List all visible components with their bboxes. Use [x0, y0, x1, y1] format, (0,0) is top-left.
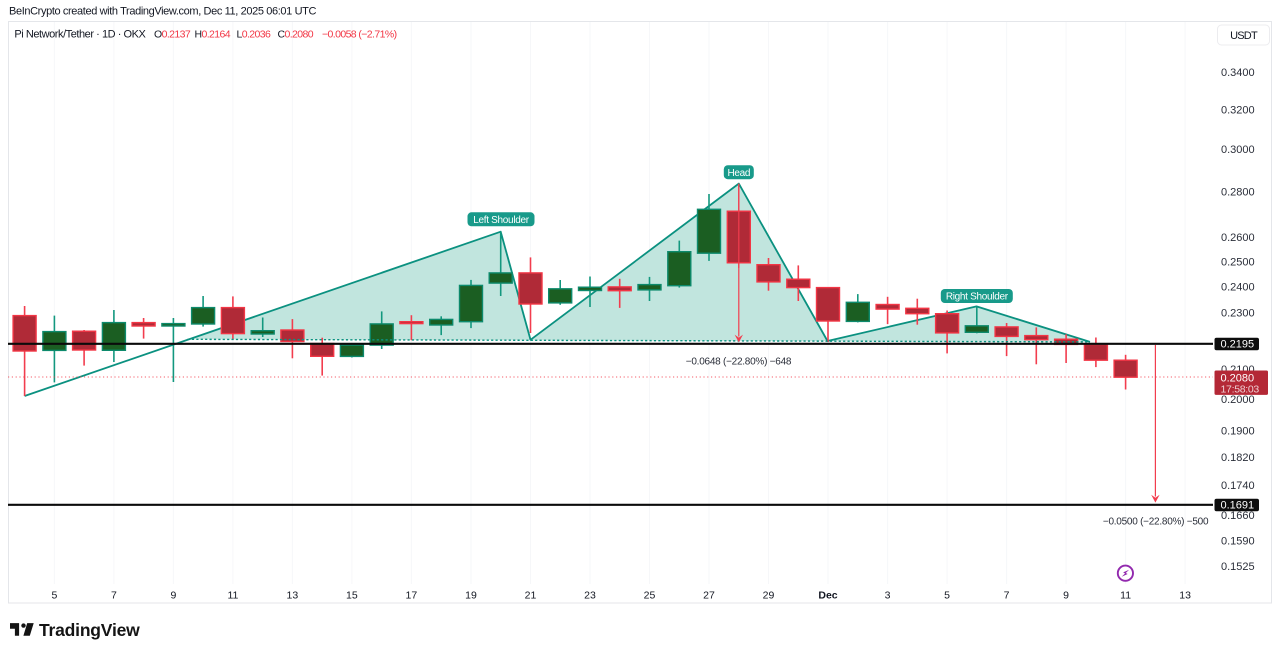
svg-text:L0.2036: L0.2036: [237, 29, 272, 41]
svg-text:0.3400: 0.3400: [1221, 67, 1255, 79]
svg-text:27: 27: [703, 590, 715, 602]
svg-text:13: 13: [287, 590, 299, 602]
svg-text:0.2195: 0.2195: [1221, 339, 1255, 351]
svg-text:5: 5: [51, 590, 57, 602]
svg-text:15: 15: [346, 590, 358, 602]
svg-text:0.2000: 0.2000: [1221, 394, 1255, 406]
svg-text:Right Shoulder: Right Shoulder: [946, 292, 1009, 303]
svg-text:13: 13: [1179, 590, 1191, 602]
svg-text:0.2400: 0.2400: [1221, 281, 1255, 293]
svg-text:0.2300: 0.2300: [1221, 308, 1255, 320]
svg-text:BeInCrypto created with Tradin: BeInCrypto created with TradingView.com,…: [9, 6, 316, 18]
svg-text:Dec: Dec: [818, 590, 837, 602]
svg-text:23: 23: [584, 590, 596, 602]
svg-text:C0.2080: C0.2080: [278, 29, 314, 41]
svg-text:TradingView: TradingView: [39, 620, 140, 640]
svg-text:5: 5: [944, 590, 950, 602]
svg-text:O0.2137: O0.2137: [154, 29, 191, 41]
svg-text:11: 11: [1120, 590, 1131, 602]
svg-text:3: 3: [885, 590, 891, 602]
svg-text:7: 7: [1004, 590, 1010, 602]
svg-text:21: 21: [525, 590, 537, 602]
svg-text:0.1590: 0.1590: [1221, 535, 1255, 547]
svg-text:9: 9: [1063, 590, 1069, 602]
svg-text:0.3000: 0.3000: [1221, 144, 1255, 156]
svg-text:0.1660: 0.1660: [1221, 510, 1255, 522]
svg-text:19: 19: [465, 590, 477, 602]
svg-text:−0.0500 (−22.80%) −500: −0.0500 (−22.80%) −500: [1103, 517, 1209, 528]
svg-text:25: 25: [644, 590, 656, 602]
svg-text:H0.2164: H0.2164: [195, 29, 231, 41]
svg-text:9: 9: [170, 590, 176, 602]
svg-text:0.2500: 0.2500: [1221, 256, 1255, 268]
svg-text:17: 17: [406, 590, 418, 602]
svg-text:29: 29: [763, 590, 775, 602]
svg-text:−0.0058 (−2.71%): −0.0058 (−2.71%): [322, 29, 397, 41]
svg-text:17:58:03: 17:58:03: [1221, 384, 1260, 396]
svg-text:0.1820: 0.1820: [1221, 452, 1255, 464]
svg-text:7: 7: [111, 590, 117, 602]
svg-text:11: 11: [227, 590, 238, 602]
svg-text:USDT: USDT: [1230, 30, 1258, 42]
svg-text:0.1740: 0.1740: [1221, 480, 1255, 492]
svg-text:0.2800: 0.2800: [1221, 186, 1255, 198]
svg-text:0.2080: 0.2080: [1221, 372, 1255, 384]
svg-text:0.3200: 0.3200: [1221, 104, 1255, 116]
svg-text:0.1691: 0.1691: [1221, 500, 1255, 512]
svg-text:0.1525: 0.1525: [1221, 561, 1255, 573]
svg-text:0.2600: 0.2600: [1221, 232, 1255, 244]
svg-text:−0.0648 (−22.80%) −648: −0.0648 (−22.80%) −648: [686, 357, 792, 368]
svg-text:Pi Network/Tether · 1D · OKX: Pi Network/Tether · 1D · OKX: [14, 29, 146, 41]
svg-text:0.1900: 0.1900: [1221, 426, 1255, 438]
svg-text:Head: Head: [727, 168, 750, 179]
svg-text:Left Shoulder: Left Shoulder: [473, 215, 530, 226]
